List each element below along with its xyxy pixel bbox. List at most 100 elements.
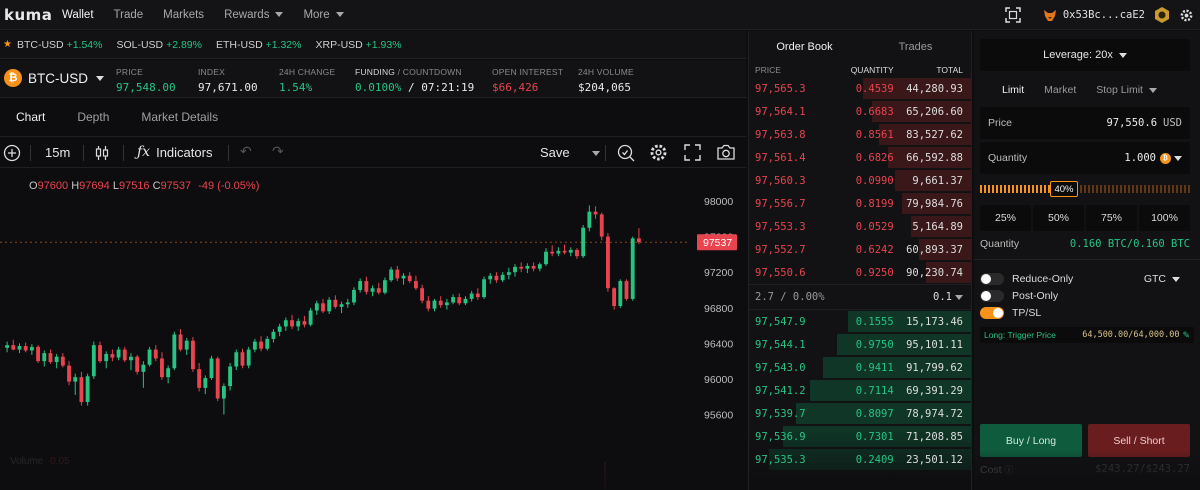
candle [475,288,480,300]
sell-short-button[interactable]: Sell / Short [1088,424,1190,457]
undo-icon[interactable]: ↶ [240,143,252,159]
tab-limit[interactable]: Limit [1002,84,1025,96]
slider-track[interactable] [980,185,1190,193]
nav-wallet[interactable]: Wallet [62,9,94,21]
depth-bar [872,101,971,122]
tab-depth[interactable]: Depth [77,110,110,124]
candle-body [221,386,226,399]
reduce-only-row: Reduce-Only GTC [980,271,1190,287]
tif-selector[interactable]: GTC [1144,273,1180,285]
interval-selector[interactable]: 15m [45,145,71,160]
tab-market[interactable]: Market [1044,84,1077,96]
pencil-icon[interactable]: ✎ [1182,329,1190,340]
ask-row[interactable]: 97,556.7 0.8199 79,984.76 [749,192,971,215]
candle-body [531,265,536,269]
ticker-item[interactable]: ETH-USD +1.32% [216,39,302,51]
ticker-item[interactable]: XRP-USD +1.93% [315,39,401,51]
save-dropdown-chevron-icon[interactable] [592,151,600,156]
quick-search-icon[interactable] [616,143,636,163]
ask-row[interactable]: 97,553.3 0.0529 5,164.89 [749,215,971,238]
candle [184,338,189,355]
trigger-price-row[interactable]: Long: Trigger Price 64,500.00/64,000.00 … [980,327,1194,343]
percent-button-100[interactable]: 100% [1139,205,1190,231]
quantity-field[interactable]: Quantity 1.000 ₿ [980,142,1190,174]
grouping-selector[interactable]: 0.1 [933,291,963,303]
gear-icon[interactable] [1179,8,1194,23]
stat-value-text: $66,426 [492,81,539,94]
info-icon[interactable]: ⓘ [1004,465,1014,475]
slider-handle[interactable]: 40% [1050,181,1078,197]
kuma-logo[interactable]: kuma [4,5,53,24]
candle [85,373,90,406]
ticker-item[interactable]: BTC-USD +1.54% [17,39,103,51]
tab-chart[interactable]: Chart [16,110,46,124]
bid-row[interactable]: 97,539.7 0.8097 78,974.72 [749,402,971,425]
post-only-toggle[interactable] [980,290,1004,302]
token-badge-icon[interactable] [1153,6,1171,24]
star-icon[interactable]: ★ [3,39,12,50]
bid-row[interactable]: 97,535.3 0.2409 23,501.12 [749,448,971,471]
ask-row[interactable]: 97,564.1 0.6683 65,206.60 [749,100,971,123]
ticker-item[interactable]: SOL-USD +2.89% [116,39,202,51]
nav-trade[interactable]: Trade [114,9,144,21]
bid-row[interactable]: 97,544.1 0.9750 95,101.11 [749,333,971,356]
add-circle-icon[interactable] [3,144,21,162]
ask-row[interactable]: 97,560.3 0.0990 9,661.37 [749,169,971,192]
camera-icon[interactable] [716,144,736,161]
volume-label-text: Volume [10,456,44,467]
depth-bar [836,334,971,355]
fullscreen-icon[interactable] [684,144,701,161]
gear-icon[interactable] [649,143,668,162]
price-chart[interactable]: O97600 H97694 L97516 C97537 -49 (-0.05%)… [0,169,746,490]
chevron-down-icon [275,12,284,17]
nav-label: More [303,8,330,21]
tpsl-toggle[interactable] [980,307,1004,319]
wallet-button[interactable]: 0x53Bc...caE2 [1043,9,1145,22]
tab-trades[interactable]: Trades [898,41,933,53]
percent-button-75[interactable]: 75% [1086,205,1137,231]
qr-scan-icon[interactable] [1005,7,1021,23]
percent-button-50[interactable]: 50% [1033,205,1084,231]
tab-market-details[interactable]: Market Details [141,110,219,124]
reduce-only-toggle[interactable] [980,273,1004,285]
percent-button-25[interactable]: 25% [980,205,1031,231]
price-field[interactable]: Price 97,550.6 USD [980,107,1190,139]
candle [364,276,369,295]
buy-long-button[interactable]: Buy / Long [980,424,1082,457]
last-price-tag-bg [697,234,737,251]
bid-row[interactable]: 97,536.9 0.7301 71,208.85 [749,425,971,448]
unit-chevron-icon[interactable] [1174,155,1182,161]
candle-body [98,345,102,362]
tab-order-book[interactable]: Order Book [776,41,833,53]
y-tick-label: 98000 [704,196,733,208]
size-slider[interactable]: 40% [980,181,1190,197]
candles-icon[interactable] [95,145,109,161]
indicators-button[interactable]: ƒx Indicators [137,144,212,160]
redo-icon[interactable]: ↷ [272,143,284,159]
order-total: 91,799.62 [906,361,963,374]
ask-row[interactable]: 97,561.4 0.6826 66,592.88 [749,146,971,169]
bid-row[interactable]: 97,547.9 0.1555 15,173.46 [749,310,971,333]
nav-more[interactable]: More [303,8,344,21]
ask-row[interactable]: 97,563.8 0.8561 83,527.62 [749,123,971,146]
tab-stop-limit[interactable]: Stop Limit [1096,84,1157,96]
price-input[interactable]: 97,550.6 [1106,117,1158,129]
leverage-selector[interactable]: Leverage: 20x [980,39,1190,71]
order-price: 97,561.4 [755,151,806,164]
ask-row[interactable]: 97,550.6 0.9250 90,230.74 [749,261,971,284]
nav-markets[interactable]: Markets [163,9,204,21]
ohlc-change: -49 (-0.05%) [198,180,260,192]
quantity-input[interactable]: 1.000 [1124,152,1156,164]
depth-bar [894,170,971,191]
bid-row[interactable]: 97,541.2 0.7114 69,391.29 [749,379,971,402]
candle [339,301,344,314]
bid-row[interactable]: 97,543.0 0.9411 91,799.62 [749,356,971,379]
order-quantity: 0.9250 [855,266,894,279]
pair-selector[interactable]: ₿ BTC-USD [4,69,104,87]
candle-body [612,288,617,306]
save-button[interactable]: Save [540,145,570,160]
ask-row[interactable]: 97,565.3 0.4539 44,280.93 [749,77,971,100]
ask-row[interactable]: 97,552.7 0.6242 60,893.37 [749,238,971,261]
candle [79,371,84,406]
nav-rewards[interactable]: Rewards [224,9,284,21]
